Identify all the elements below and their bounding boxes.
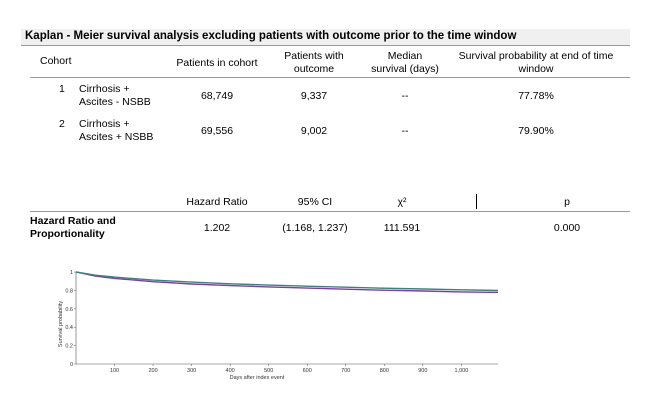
x-tick-label: 900 [418,368,427,374]
cohort-table: Cohort Patients in cohort Patients with … [0,0,653,160]
survival-probability: 77.78% [518,90,554,102]
col-header-chi-squared: χ² [397,196,407,208]
x-tick-label: 500 [264,368,273,374]
col-header-patients-in-cohort: Patients in cohort [176,57,258,69]
x-tick-label: 400 [226,368,235,374]
y-tick-label: 0.2 [65,344,73,350]
header-divider [30,77,630,78]
x-tick-label: 1,000 [455,368,469,374]
cohort-name: Cirrhosis + Ascites + NSBB [79,118,154,143]
y-tick-label: 1 [70,270,73,276]
col-header-hazard-ratio: Hazard Ratio [186,196,248,208]
col-header-patients-with-outcome: Patients with outcome [284,50,344,75]
median-survival: -- [401,90,409,102]
ci-value: (1.168, 1.237) [282,222,348,234]
patients-in-cohort: 69,556 [200,125,234,137]
table-row: 1 Cirrhosis + Ascites - NSBB 68,749 9,33… [0,82,653,112]
series-line-1 [75,271,499,294]
x-tick-label: 700 [341,368,350,374]
row-number: 1 [59,83,65,95]
y-axis-label: Survival probability [58,301,64,347]
x-axis-label: Days after index event [230,375,285,381]
p-value: 0.000 [553,222,581,234]
x-tick-label: 600 [303,368,312,374]
km-chart: 0 0.2 0.4 0.6 0.8 1 100 200 300 400 500 600 700 800 90… [58,270,499,381]
col-header-ci: 95% CI [297,196,333,208]
col-header-p: p [564,196,570,208]
series-line-2 [75,271,499,292]
y-tick-label: 0.4 [65,325,73,331]
col-header-survival-probability: Survival probability at end of time wind… [458,50,614,75]
y-tick-label: 0 [70,362,73,368]
hazard-row-label: Hazard Ratio and Proportionality [30,215,116,240]
survival-probability: 79.90% [518,125,554,137]
title-bar: Kaplan - Meier survival analysis excludi… [21,29,630,46]
x-tick-label: 200 [148,368,157,374]
col-header-median-survival: Median survival (days) [371,50,439,75]
patients-with-outcome: 9,337 [300,90,328,102]
analysis-title: Kaplan - Meier survival analysis excludi… [25,30,517,42]
patients-in-cohort: 68,749 [200,90,234,102]
patients-with-outcome: 9,002 [300,125,328,137]
y-tick-label: 0.6 [65,307,73,313]
row-number: 2 [59,118,65,130]
x-tick-label: 300 [187,368,196,374]
hazard-table: Hazard Ratio 95% CI χ² p Hazard Ratio an… [0,190,653,250]
col-header-cohort: Cohort [40,55,72,67]
y-tick-label: 0.8 [65,288,73,294]
chi-squared-value: 111.591 [383,222,421,234]
cohort-name: Cirrhosis + Ascites - NSBB [79,83,151,108]
header-divider [30,211,630,212]
median-survival: -- [401,125,409,137]
hazard-ratio-value: 1.202 [203,222,231,234]
column-divider [476,194,477,209]
x-tick-label: 800 [380,368,389,374]
table-row: 2 Cirrhosis + Ascites + NSBB 69,556 9,00… [0,117,653,147]
x-tick-label: 100 [110,368,119,374]
